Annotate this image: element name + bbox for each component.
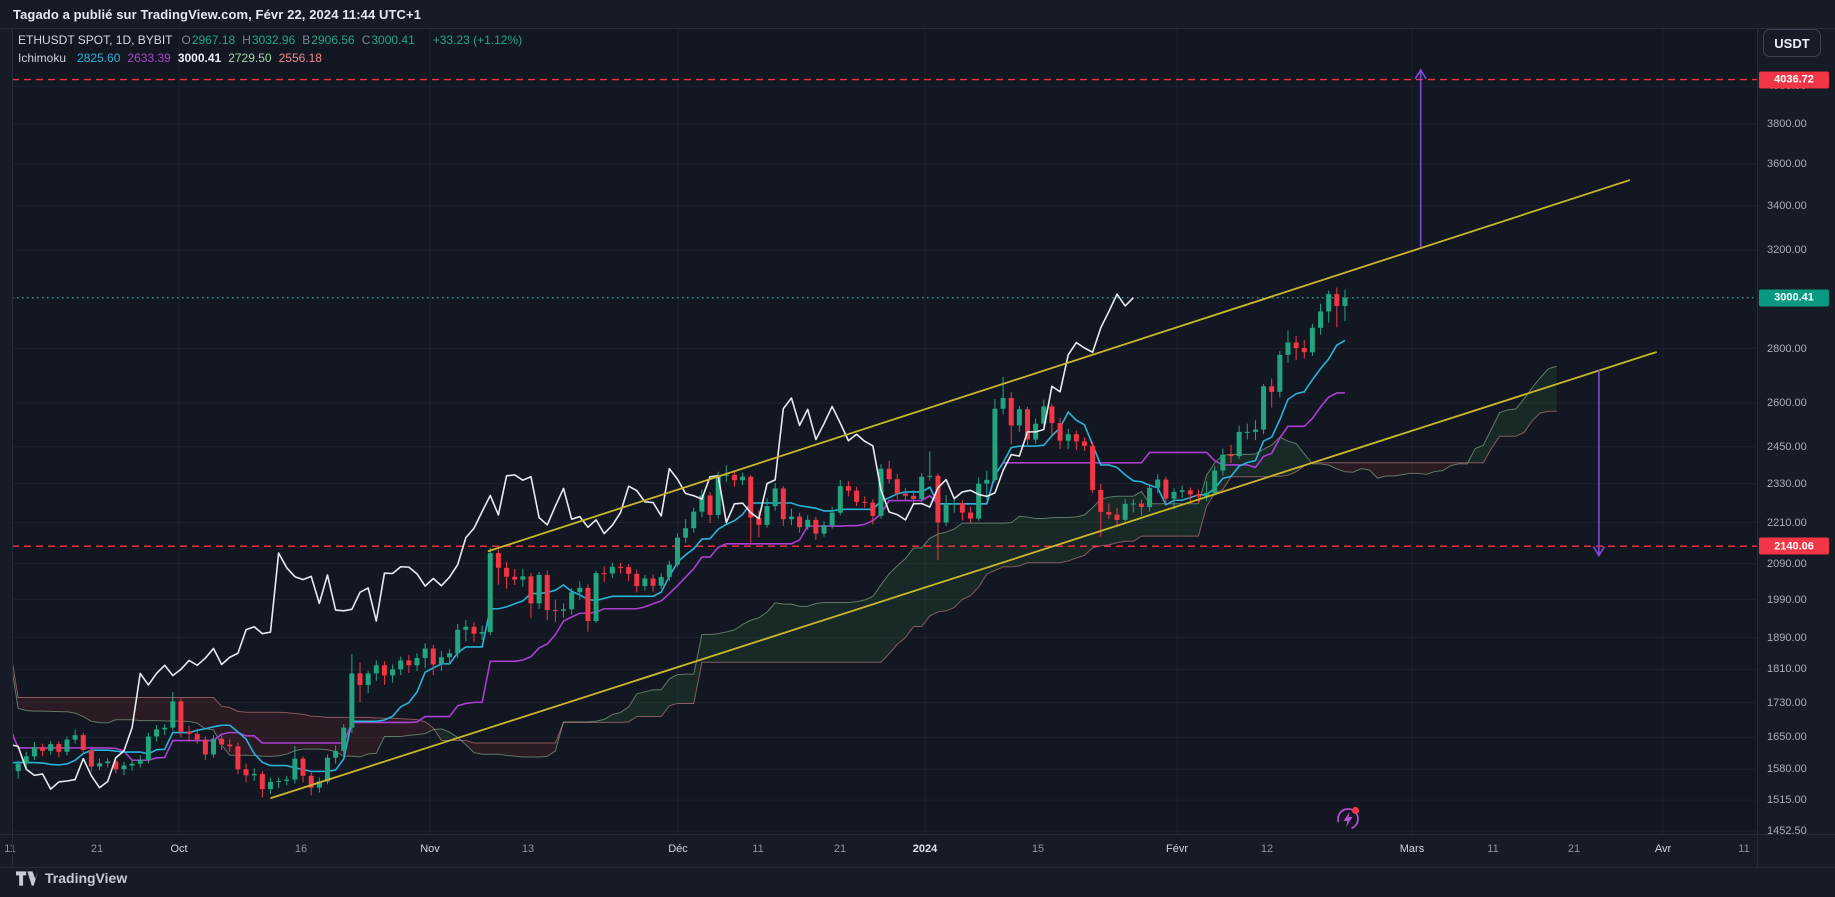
price-level-badge: 3000.41 xyxy=(1759,289,1829,307)
time-tick-label: 11 xyxy=(752,843,764,855)
ichimoku-value: 3000.41 xyxy=(177,51,222,65)
time-tick-label: Nov xyxy=(420,843,440,855)
indicator-name: Ichimoku xyxy=(18,51,67,65)
time-tick-label: 11 xyxy=(1738,843,1750,855)
ohlc-item: B2906.56 xyxy=(302,33,355,47)
price-tick-label: 1515.00 xyxy=(1767,794,1807,807)
price-tick-label: 3800.00 xyxy=(1767,118,1807,130)
frame-axis-separator xyxy=(1757,28,1758,867)
ichimoku-value: 2633.39 xyxy=(127,51,171,65)
time-tick-label: 15 xyxy=(1031,843,1045,855)
symbol-legend-row[interactable]: ETHUSDT SPOT, 1D, BYBIT O2967.18 H3032.96… xyxy=(18,33,522,47)
indicator-legend-row[interactable]: Ichimoku 2825.60 2633.39 3000.41 2729.50 255… xyxy=(18,51,329,65)
price-level-badge: 2140.06 xyxy=(1759,537,1829,555)
tradingview-logo-icon xyxy=(16,870,38,886)
change-value: +33.23 (+1.12%) xyxy=(432,33,523,47)
time-tick-label: 21 xyxy=(90,843,104,855)
time-tick-label: Févr xyxy=(1166,843,1188,855)
price-tick-label: 3600.00 xyxy=(1767,157,1807,170)
frame-bottom xyxy=(0,867,1835,868)
currency-toggle-button[interactable]: USDT xyxy=(1763,29,1821,57)
time-tick-label: 13 xyxy=(521,843,535,855)
time-tick-label: Mars xyxy=(1399,843,1425,855)
time-tick-label: 16 xyxy=(294,843,308,855)
price-tick-label: 2330.00 xyxy=(1767,477,1807,490)
price-axis[interactable]: 4000.003800.003600.003400.003200.002800.… xyxy=(1757,28,1835,838)
price-tick-label: 1810.00 xyxy=(1767,663,1807,676)
idea-marker-icon[interactable] xyxy=(1337,806,1360,830)
tradingview-logo[interactable]: TradingView xyxy=(16,870,127,886)
price-tick-label: 1580.00 xyxy=(1767,763,1807,776)
price-tick-label: 1890.00 xyxy=(1767,631,1807,644)
price-tick-label: 2800.00 xyxy=(1767,342,1807,355)
time-tick-label: 12 xyxy=(1260,843,1274,855)
time-tick-label: 2024 xyxy=(912,843,938,855)
price-tick-label: 3400.00 xyxy=(1767,199,1807,212)
indicator-values: 2825.60 2633.39 3000.41 2729.50 2556.18 xyxy=(77,51,329,65)
price-tick-label: 2450.00 xyxy=(1767,440,1807,453)
ohlc-item: H3032.96 xyxy=(242,33,296,47)
time-axis[interactable]: 11 21 Oct 16 Nov 13 Déc 11 21 2024 15 Févr 12 Mars 11 2… xyxy=(0,834,1757,867)
time-tick-label: 21 xyxy=(1567,843,1581,855)
price-tick-label: 2210.00 xyxy=(1767,516,1807,529)
time-tick-label: Oct xyxy=(170,843,188,855)
time-tick-label: 21 xyxy=(833,843,847,855)
ohlc-item: C3000.41 xyxy=(361,33,415,47)
ichimoku-value: 2729.50 xyxy=(228,51,272,65)
time-tick-label: Avr xyxy=(1654,843,1672,855)
price-level-badge: 4036.72 xyxy=(1759,71,1829,89)
price-tick-label: 1650.00 xyxy=(1767,731,1807,744)
price-tick-label: 1730.00 xyxy=(1767,696,1807,709)
ohlc-item: O2967.18 xyxy=(181,33,236,47)
price-tick-label: 3200.00 xyxy=(1767,244,1807,257)
ichimoku-value: 2825.60 xyxy=(77,51,121,65)
time-tick-label: Déc xyxy=(668,843,688,855)
time-tick-label: 11 xyxy=(1487,843,1499,855)
frame-time-axis xyxy=(0,834,1835,835)
price-tick-label: 2600.00 xyxy=(1767,397,1807,410)
frame-left xyxy=(12,28,13,867)
publish-header: Tagado a publié sur TradingView.com, Fév… xyxy=(13,7,422,22)
tradingview-logo-text: TradingView xyxy=(45,870,128,886)
ohlc-values: O2967.18 H3032.96 B2906.56 C3000.41 xyxy=(181,33,421,47)
time-tick-label: 11 xyxy=(4,843,16,855)
price-tick-label: 1990.00 xyxy=(1767,593,1807,606)
price-tick-label: 2090.00 xyxy=(1767,557,1807,570)
symbol-title: ETHUSDT SPOT, 1D, BYBIT xyxy=(18,33,173,47)
frame-top xyxy=(0,28,1835,29)
price-tick-label: 1452.50 xyxy=(1767,825,1807,838)
ichimoku-value: 2556.18 xyxy=(278,51,322,65)
